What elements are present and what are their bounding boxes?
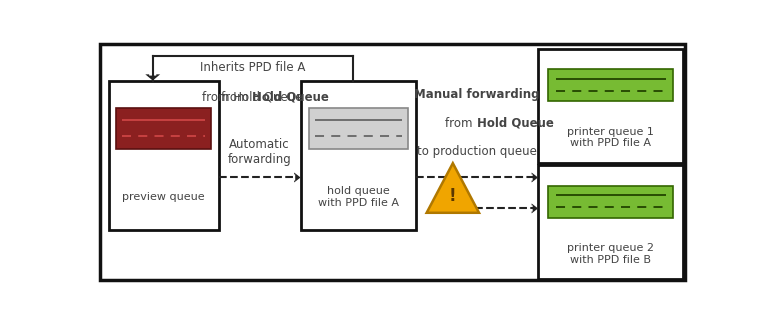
Text: from: from [445, 117, 476, 130]
Text: Hold Queue: Hold Queue [252, 91, 329, 104]
Text: from Hold Queue: from Hold Queue [202, 91, 303, 104]
Bar [538, 49, 683, 163]
Text: Manual forwarding: Manual forwarding [414, 88, 540, 101]
FancyArrow shape [532, 173, 538, 183]
Text: Automatic
forwarding: Automatic forwarding [228, 138, 292, 166]
Text: printer queue 2
with PPD file B: printer queue 2 with PPD file B [568, 243, 654, 265]
Text: Inherits PPD file A: Inherits PPD file A [200, 61, 306, 74]
Bar [116, 108, 211, 149]
Polygon shape [427, 163, 479, 213]
Bar [309, 108, 408, 149]
Bar [300, 81, 417, 230]
Bar [548, 69, 673, 101]
FancyArrow shape [532, 204, 538, 213]
Text: !: ! [449, 187, 457, 205]
FancyArrow shape [146, 74, 160, 80]
Bar [538, 165, 683, 279]
Text: from: from [221, 91, 252, 104]
Text: hold queue
with PPD file A: hold queue with PPD file A [318, 186, 399, 208]
Bar [109, 81, 218, 230]
Text: preview queue: preview queue [123, 192, 205, 202]
FancyArrow shape [294, 173, 300, 183]
Bar [548, 185, 673, 218]
Text: Hold Queue: Hold Queue [476, 117, 554, 130]
Text: printer queue 1
with PPD file A: printer queue 1 with PPD file A [568, 127, 654, 148]
Text: to production queue: to production queue [417, 145, 537, 158]
